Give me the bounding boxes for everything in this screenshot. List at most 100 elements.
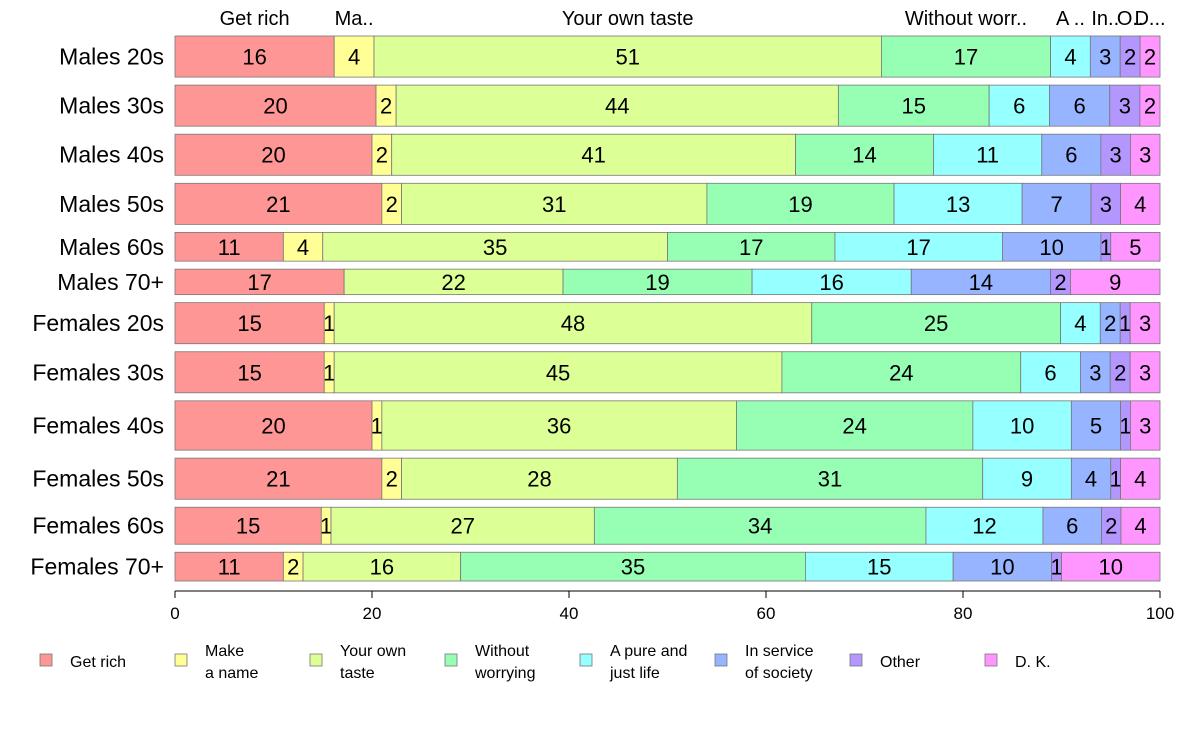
legend-swatch [579,653,593,667]
data-label: 15 [902,94,926,119]
data-label: 6 [1066,514,1078,539]
top-series-label: Without worr.. [905,8,1027,30]
bar-segment [1049,84,1111,127]
category-label: Females 50s [32,466,164,492]
data-label: 19 [645,270,669,295]
bar-segment [373,35,882,78]
data-label: 35 [483,235,507,260]
data-label: 44 [605,94,629,119]
data-label: 5 [1129,235,1141,260]
legend-label: taste [340,665,375,682]
data-label: 1 [323,311,335,336]
bar-segment [805,551,954,582]
data-label: 2 [1105,514,1117,539]
data-label: 15 [236,514,260,539]
legend-label: of society [745,665,813,682]
data-label: 19 [788,192,812,217]
category-label: Females 60s [32,513,164,539]
bar-segment [1139,35,1161,78]
tick-label: 80 [954,604,973,623]
legend-label: D. K. [1015,654,1051,671]
tick-label: 40 [560,604,579,623]
legend-label: just life [609,665,660,682]
data-label: 2 [386,467,398,492]
data-label: 2 [1104,311,1116,336]
data-label: 1 [323,360,335,385]
bar-segment [1120,506,1161,545]
data-label: 17 [906,235,930,260]
bar-segment [174,182,383,225]
data-label: 31 [818,467,842,492]
bar-segment [781,351,1022,394]
category-label: Males 70+ [57,269,164,295]
tick-label: 60 [757,604,776,623]
data-label: 1 [1100,235,1112,260]
category-label: Females 20s [32,310,164,336]
bar-segment [174,457,383,500]
data-label: 41 [581,143,605,168]
row-labels-layer: Males 20s Males 30s Males 40s Males 50s Male… [30,44,164,580]
data-label: 1 [320,514,332,539]
data-label: 11 [218,555,241,580]
bar-segment [174,35,335,78]
bar-segment [795,133,934,176]
data-label: 3 [1139,311,1151,336]
data-label: 15 [867,555,891,580]
bar-segment [395,84,839,127]
category-label: Males 60s [59,234,164,260]
tick-label: 20 [363,604,382,623]
bar-segment [1041,133,1102,176]
bar-segment [460,551,806,582]
bar-segment [1089,35,1121,78]
bar-segment [174,506,322,545]
data-label: 1 [371,413,383,438]
data-label: 2 [1124,45,1136,70]
top-series-label: Ma.. [335,8,374,30]
data-label: 45 [546,360,570,385]
legend-label: worrying [474,665,535,682]
data-label: 10 [1099,555,1123,580]
bar-segment [837,84,990,127]
data-label: 4 [1134,514,1146,539]
tick-label: 100 [1146,604,1174,623]
bar-segment [174,268,345,296]
data-label: 1 [1110,467,1122,492]
data-label: 21 [266,192,290,217]
legend-label: In service [745,643,814,660]
bar-segment [1100,133,1131,176]
bar-segment [1090,182,1122,225]
data-label: 17 [247,270,271,295]
data-label: 13 [946,192,970,217]
data-label: 4 [1085,467,1097,492]
data-label: 4 [348,45,360,70]
bar-segment [562,268,753,296]
bar-segment [593,506,927,545]
legend-swatch [984,653,998,667]
legend-label: Other [880,654,921,671]
data-label: 2 [380,94,392,119]
legend-label: a name [205,665,258,682]
legend-label: A pure and [610,643,687,660]
data-label: 1 [1119,311,1131,336]
data-label: 35 [621,555,645,580]
bar-segment [1110,231,1161,262]
bar-segment [910,268,1051,296]
data-label: 31 [542,192,566,217]
data-label: 10 [1010,413,1034,438]
data-label: 48 [561,311,585,336]
data-label: 21 [266,467,290,492]
category-label: Males 50s [59,191,164,217]
bar-segment [834,231,1003,262]
data-label: 3 [1139,360,1151,385]
data-label: 27 [450,514,474,539]
bar-segment [811,302,1061,345]
legend-label: Make [205,643,244,660]
data-label: 17 [739,235,763,260]
data-label: 6 [1073,94,1085,119]
data-label: 4 [1134,192,1146,217]
bar-segment [1002,231,1102,262]
data-label: 3 [1099,45,1111,70]
data-label: 16 [370,555,394,580]
bar-segment [174,84,377,127]
